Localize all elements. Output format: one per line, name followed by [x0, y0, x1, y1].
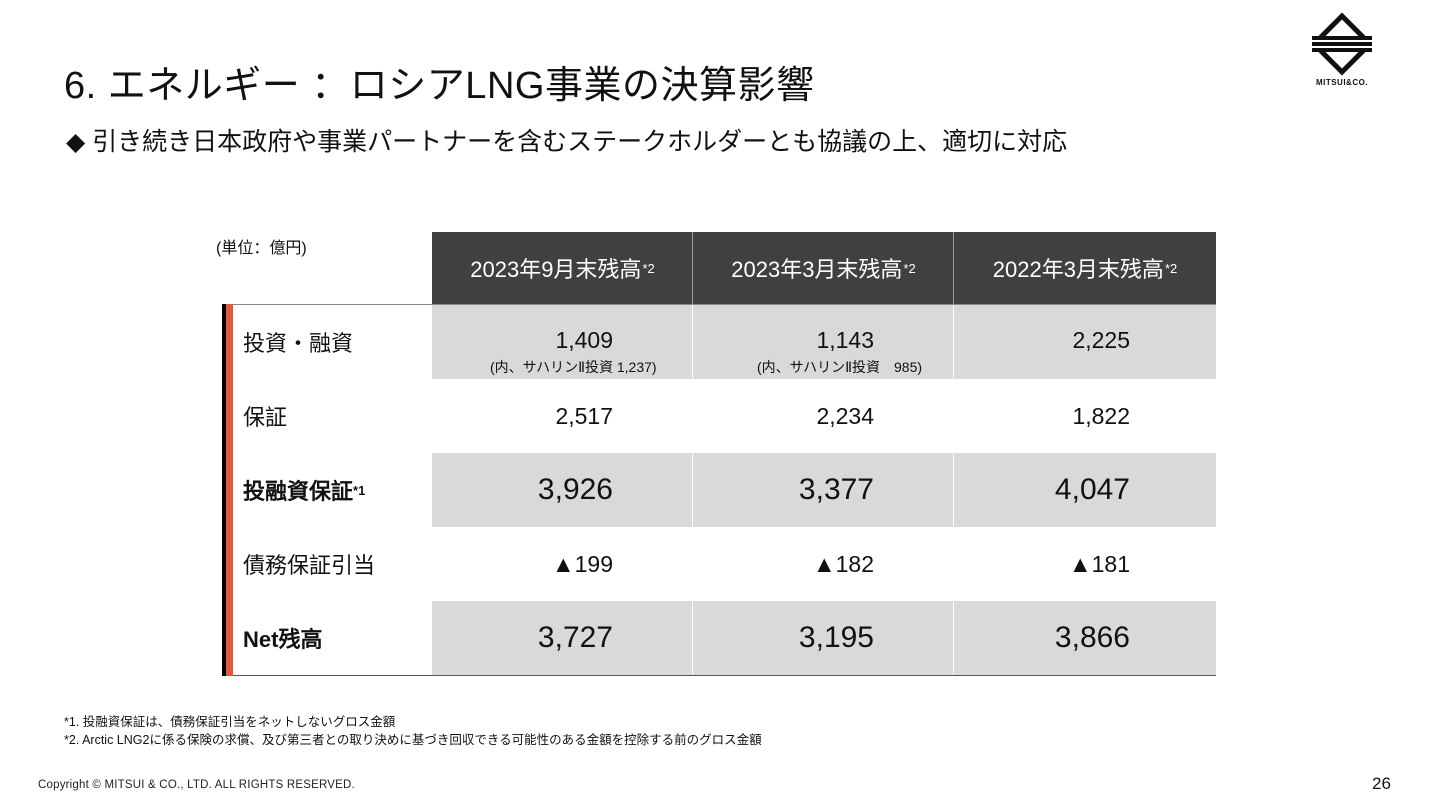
header-col-2-label: 2023年3月末残高 — [731, 257, 903, 282]
table-cell: 1,822 — [954, 379, 1216, 453]
cell-value: ▲182 — [812, 551, 874, 577]
cell-note: (内、サハリンⅡ投資 1,237) — [490, 359, 657, 375]
table-cell: 3,926 — [432, 453, 693, 527]
cell-value: 2,234 — [816, 403, 874, 429]
cell-value: 1,143 — [816, 327, 874, 353]
table-cell: 3,377 — [693, 453, 954, 527]
table-cell: 2,234 — [693, 379, 954, 453]
table-cell: ▲182 — [693, 527, 954, 601]
table-row: 保証 2,517 2,234 1,822 — [233, 379, 1216, 453]
footnote-2: *2. Arctic LNG2に係る保険の求償、及び第三者との取り決めに基づき回… — [64, 733, 762, 747]
table-row: 債務保証引当 ▲199 ▲182 ▲181 — [233, 527, 1216, 601]
table-left-accent-black — [222, 304, 226, 676]
table-row: 投融資保証 *1 3,926 3,377 4,047 — [233, 453, 1216, 527]
cell-value: 3,926 — [537, 473, 613, 506]
header-col-1: 2023年9月末残高 *2 — [432, 232, 693, 304]
cell-value: 2,225 — [1072, 327, 1130, 353]
cell-value: 2,517 — [555, 403, 613, 429]
header-col-1-label: 2023年9月末残高 — [470, 257, 642, 282]
header-separator — [953, 232, 954, 304]
row-label-sup: *1 — [353, 482, 366, 498]
page-title: 6. エネルギー ：ロシアLNG事業の決算影響 — [64, 65, 815, 107]
unit-label: (単位：億円) — [216, 240, 307, 257]
cell-value: 3,195 — [798, 621, 874, 654]
column-separator — [953, 305, 954, 675]
page-subtitle: ◆ 引き続き日本政府や事業パートナーを含むステークホルダーとも協議の上、適切に対… — [66, 128, 1068, 156]
column-separator — [692, 305, 693, 675]
table-row: Net残高 3,727 3,195 3,866 — [233, 601, 1216, 675]
header-col-2: 2023年3月末残高 *2 — [693, 232, 954, 304]
table-cell: 1,143 (内、サハリンⅡ投資 985) — [693, 305, 954, 379]
logo-text: MITSUI&CO. — [1315, 78, 1369, 87]
row-label: Net残高 — [243, 627, 323, 652]
page-number: 26 — [1372, 774, 1391, 793]
cell-value: 3,727 — [537, 621, 613, 654]
header-col-3-sup: *2 — [1164, 260, 1178, 276]
table-cell: 3,195 — [693, 601, 954, 675]
table-cell: 2,517 — [432, 379, 693, 453]
table-cell: 3,727 — [432, 601, 693, 675]
header-col-2-sup: *2 — [903, 260, 916, 276]
table-cell: 2,225 — [954, 305, 1216, 379]
cell-value: 3,377 — [798, 473, 874, 506]
mitsui-logo-icon — [1310, 12, 1374, 76]
copyright: Copyright © MITSUI & CO., LTD. ALL RIGHT… — [38, 779, 355, 791]
header-col-3-label: 2022年3月末残高 — [992, 257, 1164, 282]
table-top-rule — [222, 304, 1216, 305]
row-label: 保証 — [243, 405, 288, 430]
table-cell: 4,047 — [954, 453, 1216, 527]
cell-value: 4,047 — [1054, 473, 1130, 506]
row-label-text: 投融資保証 — [243, 479, 354, 504]
footnotes: *1. 投融資保証は、債務保証引当をネットしないグロス金額 *2. Arctic… — [64, 713, 762, 749]
header-col-3: 2022年3月末残高 *2 — [954, 232, 1216, 304]
table-cell: 3,866 — [954, 601, 1216, 675]
cell-value: ▲199 — [551, 551, 613, 577]
table-row: 投資・融資 1,409 (内、サハリンⅡ投資 1,237) 1,143 (内、サ… — [233, 305, 1216, 379]
cell-value: 1,822 — [1072, 403, 1130, 429]
table-bottom-rule — [222, 675, 1216, 676]
cell-value: ▲181 — [1068, 551, 1130, 577]
company-logo: MITSUI&CO. — [1300, 12, 1384, 100]
cell-note: (内、サハリンⅡ投資 985) — [757, 359, 923, 375]
row-label: 投資・融資 — [243, 331, 354, 356]
row-label: 債務保証引当 — [243, 553, 376, 578]
header-separator — [692, 232, 693, 304]
footnote-1: *1. 投融資保証は、債務保証引当をネットしないグロス金額 — [64, 715, 396, 729]
cell-value: 1,409 — [555, 327, 613, 353]
header-col-1-sup: *2 — [642, 260, 655, 276]
table-cell: ▲199 — [432, 527, 693, 601]
table-cell: 1,409 (内、サハリンⅡ投資 1,237) — [432, 305, 693, 379]
table-cell: ▲181 — [954, 527, 1216, 601]
row-label: 投融資保証 *1 — [243, 453, 365, 527]
table-left-accent-red — [226, 304, 233, 676]
cell-value: 3,866 — [1054, 621, 1130, 654]
